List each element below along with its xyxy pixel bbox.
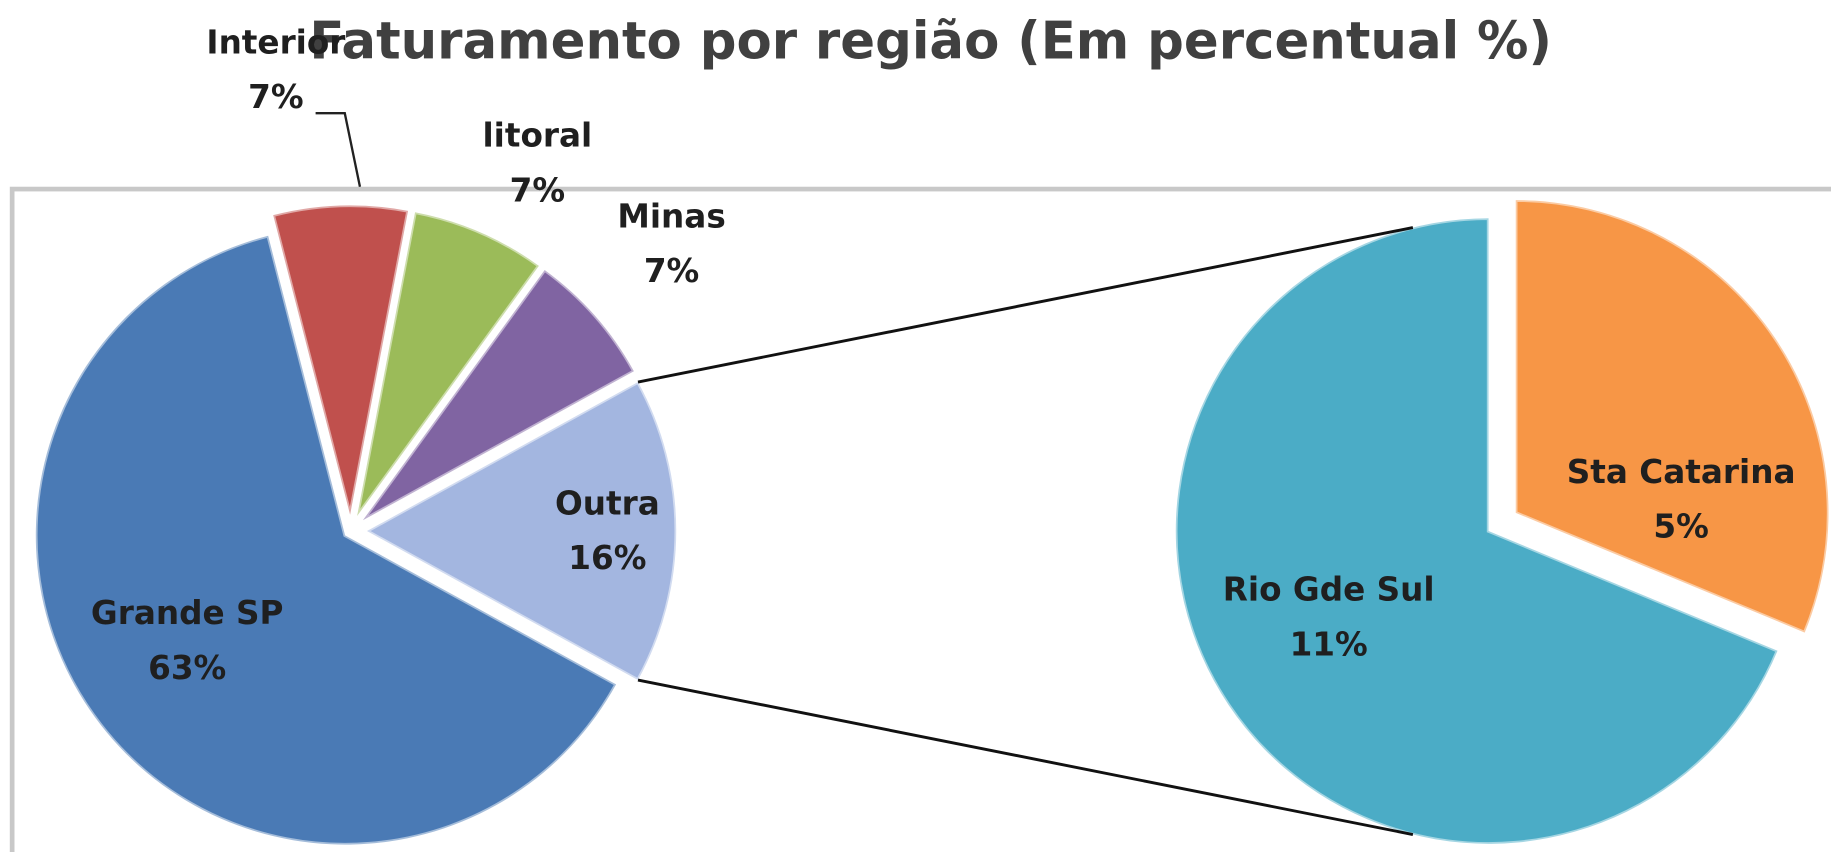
slice-label-value: 7%: [248, 78, 303, 116]
pie-slice: [1174, 216, 1780, 846]
chart-title: Faturamento por região (Em percentual %): [309, 11, 1552, 71]
slice-label-value: 11%: [1290, 626, 1368, 664]
pie-slice: [355, 210, 542, 518]
pie-slice: [363, 379, 678, 683]
slice-label-name: Outra: [555, 484, 660, 522]
slice-label-value: 7%: [510, 172, 565, 210]
slice-label-name: Sta Catarina: [1567, 453, 1796, 491]
slice-label-name: Interior: [206, 23, 346, 61]
leader-line: [315, 112, 362, 187]
slice-label-name: litoral: [482, 117, 592, 155]
slice-label-name: Minas: [617, 197, 725, 235]
slice-label-name: Rio Gde Sul: [1223, 571, 1435, 609]
pie-slice: [34, 233, 619, 847]
pie-slice: [361, 267, 637, 522]
pie-slice: [271, 203, 411, 516]
slice-label-value: 5%: [1653, 508, 1708, 546]
slice-label-value: 63%: [148, 649, 226, 687]
connector-line: [637, 226, 1414, 384]
slice-label-value: 16%: [568, 539, 646, 577]
slice-label-name: Grande SP: [91, 594, 284, 632]
slice-label-value: 7%: [644, 252, 699, 290]
pie-slice: [1513, 198, 1831, 635]
connector-line: [637, 678, 1414, 836]
